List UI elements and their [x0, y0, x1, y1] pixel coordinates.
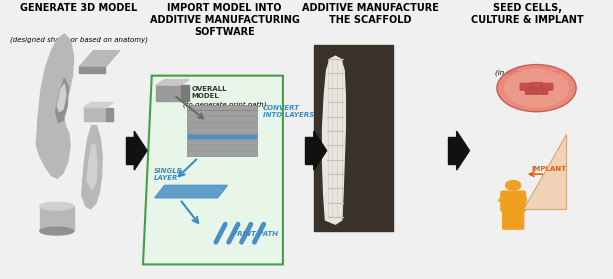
FancyBboxPatch shape	[187, 134, 257, 139]
Polygon shape	[57, 84, 66, 112]
FancyBboxPatch shape	[531, 83, 543, 89]
Polygon shape	[522, 194, 527, 205]
Polygon shape	[314, 131, 327, 170]
FancyBboxPatch shape	[501, 191, 525, 211]
Ellipse shape	[497, 64, 576, 112]
FancyBboxPatch shape	[541, 83, 553, 90]
FancyBboxPatch shape	[181, 85, 189, 101]
Text: PRINT PATH: PRINT PATH	[232, 231, 278, 237]
Text: SEED CELLS,
CULTURE & IMPLANT: SEED CELLS, CULTURE & IMPLANT	[471, 3, 584, 25]
FancyBboxPatch shape	[512, 208, 524, 229]
Polygon shape	[56, 78, 69, 123]
Polygon shape	[154, 185, 227, 198]
Ellipse shape	[504, 69, 569, 108]
Polygon shape	[36, 34, 74, 178]
Text: (to generate print path): (to generate print path)	[183, 102, 267, 108]
FancyBboxPatch shape	[503, 208, 514, 229]
FancyBboxPatch shape	[314, 45, 392, 231]
Polygon shape	[448, 137, 457, 165]
Polygon shape	[305, 137, 314, 165]
Polygon shape	[498, 194, 506, 205]
Polygon shape	[83, 103, 113, 108]
Ellipse shape	[506, 181, 521, 190]
Polygon shape	[82, 126, 102, 209]
Polygon shape	[156, 80, 189, 85]
Text: SINGLE
LAYER: SINGLE LAYER	[154, 168, 183, 181]
Polygon shape	[79, 51, 120, 67]
Polygon shape	[152, 76, 280, 264]
Text: ADDITIVE MANUFACTURE
THE SCAFFOLD: ADDITIVE MANUFACTURE THE SCAFFOLD	[302, 3, 439, 25]
FancyBboxPatch shape	[187, 122, 257, 127]
FancyBboxPatch shape	[536, 88, 547, 94]
Text: GENERATE 3D MODEL: GENERATE 3D MODEL	[20, 3, 137, 13]
Polygon shape	[457, 131, 470, 170]
Polygon shape	[322, 56, 345, 224]
FancyBboxPatch shape	[187, 145, 257, 150]
Text: (designed shape or based on anatomy): (designed shape or based on anatomy)	[10, 36, 148, 43]
Polygon shape	[87, 145, 97, 189]
Text: CONVERT
INTO LAYERS: CONVERT INTO LAYERS	[262, 105, 314, 118]
FancyBboxPatch shape	[187, 151, 257, 156]
FancyBboxPatch shape	[187, 116, 257, 121]
FancyBboxPatch shape	[187, 110, 257, 115]
Ellipse shape	[40, 227, 74, 235]
FancyBboxPatch shape	[83, 108, 105, 121]
FancyBboxPatch shape	[105, 108, 113, 121]
FancyBboxPatch shape	[187, 128, 257, 133]
Polygon shape	[134, 131, 147, 170]
Polygon shape	[523, 134, 566, 209]
Text: OVERALL
MODEL: OVERALL MODEL	[191, 86, 227, 98]
FancyBboxPatch shape	[187, 105, 257, 110]
FancyBboxPatch shape	[40, 206, 74, 231]
Text: IMPLANT: IMPLANT	[532, 166, 567, 172]
Polygon shape	[79, 67, 105, 73]
Ellipse shape	[40, 202, 74, 210]
FancyBboxPatch shape	[520, 83, 532, 90]
Text: (in vitro or in vivo): (in vitro or in vivo)	[495, 69, 560, 76]
Polygon shape	[143, 76, 283, 264]
FancyBboxPatch shape	[156, 85, 181, 101]
Polygon shape	[126, 137, 134, 165]
FancyBboxPatch shape	[525, 88, 537, 94]
Text: IMPORT MODEL INTO
ADDITIVE MANUFACTURING
SOFTWARE: IMPORT MODEL INTO ADDITIVE MANUFACTURING…	[150, 3, 300, 37]
FancyBboxPatch shape	[187, 140, 257, 145]
